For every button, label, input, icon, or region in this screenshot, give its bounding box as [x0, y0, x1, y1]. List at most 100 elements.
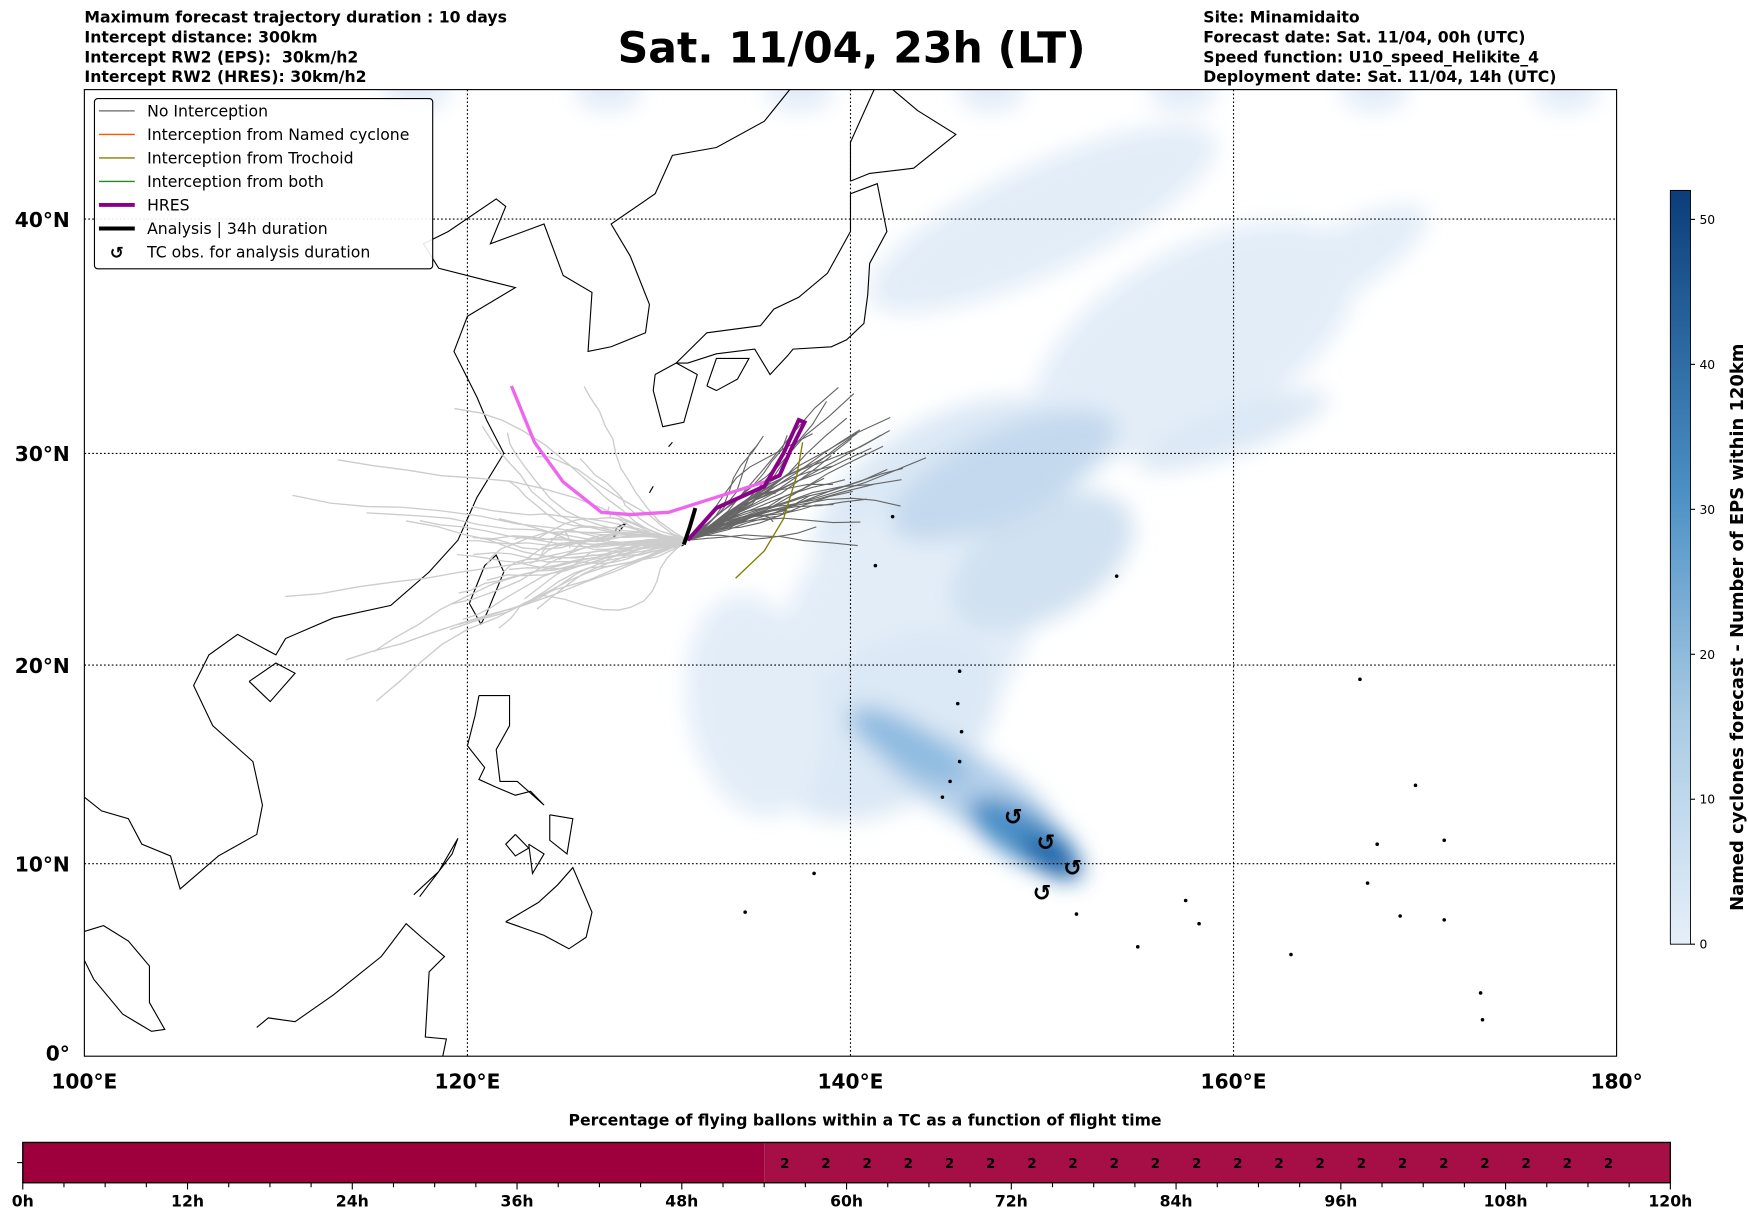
coastline [248, 662, 296, 703]
flight-bar-value: 2 [1357, 1157, 1366, 1172]
island [1365, 881, 1370, 885]
island [812, 871, 816, 876]
island [1289, 952, 1293, 957]
trajectory-light [454, 407, 688, 541]
density-blob [1230, 205, 1428, 332]
flight-bar-tick-label: 12h [171, 1191, 204, 1210]
flight-bar-value: 2 [1151, 1157, 1160, 1172]
flight-bar-value: 2 [1316, 1157, 1325, 1172]
lat-tick-label: 40°N [15, 208, 70, 232]
trajectory-light [579, 458, 688, 541]
coastline [504, 834, 530, 857]
colorbar-label: Named cyclones forecast - Number of EPS … [1727, 344, 1748, 911]
trajectory-light [472, 535, 688, 542]
tc-symbol-icon: ↺ [1036, 830, 1055, 856]
trajectory-light [498, 518, 688, 551]
island [1478, 991, 1483, 995]
flight-bar-value: 2 [945, 1157, 954, 1172]
trajectory-no-interception [687, 457, 927, 541]
trajectory-no-interception [687, 526, 817, 541]
flight-bar-value: 2 [1480, 1157, 1489, 1172]
island [957, 669, 962, 674]
trajectory-light [292, 494, 688, 541]
trajectory-no-interception [687, 534, 858, 547]
coastline [84, 924, 166, 1032]
flight-bar-value: 2 [1192, 1157, 1201, 1172]
tc-symbol-icon: ↺ [110, 243, 124, 263]
trajectory-light [457, 539, 688, 570]
trajectory-no-interception [687, 483, 874, 541]
density-blob [1340, 89, 1408, 112]
coastline [528, 843, 545, 876]
island [1480, 1018, 1485, 1022]
colorbar: 0 10 20 30 40 50 Named cyclones forecast - Nu… [1669, 189, 1748, 952]
hres-trajectory [686, 417, 808, 542]
trajectory-no-interception [687, 497, 901, 541]
tc-symbol-icon: ↺ [1004, 805, 1023, 831]
legend-label: Analysis | 34h duration [147, 219, 328, 238]
coastline [466, 694, 545, 806]
island [743, 910, 747, 914]
trajectory-no-interception [687, 401, 827, 541]
lat-tick-label: 10°N [15, 853, 70, 877]
header-right: Site: Minamidaito Forecast date: Sat. 11… [1203, 7, 1556, 85]
coastline [413, 838, 459, 898]
map-frame [83, 89, 1618, 1057]
trajectory-light [458, 537, 688, 626]
flight-bar-tick-label: 84h [1160, 1191, 1193, 1210]
trajectory-light [458, 539, 688, 594]
density-blob [890, 409, 1117, 542]
map-axis-ticks: 100°E 120°E 140°E 160°E 180° 0° 10°N 20°N 30°N 40… [15, 208, 1643, 1094]
legend-label: Interception from both [147, 172, 324, 191]
flight-bar-tick-label: 0h [12, 1191, 34, 1210]
island [948, 779, 952, 784]
trajectory-no-interception [687, 435, 764, 541]
flight-bar-value: 2 [1068, 1157, 1077, 1172]
flight-bar-value: 2 [1563, 1157, 1572, 1172]
density-blob [685, 594, 824, 817]
tc-symbol-icon: ↺ [1033, 881, 1052, 907]
coastline [84, 89, 791, 890]
lat-tick-label: 20°N [15, 654, 70, 678]
tc-symbol-icon: ↺ [1063, 855, 1082, 881]
lon-tick-label: 120°E [434, 1070, 500, 1094]
tc-observations: ↺ ↺ ↺ ↺ [1004, 805, 1082, 907]
hres-trajectory-pink [509, 385, 765, 517]
trajectory-light [545, 539, 689, 559]
trajectory-light [583, 386, 689, 541]
island [1135, 945, 1140, 949]
trajectory-no-interception [687, 445, 884, 541]
coastline [706, 357, 750, 392]
flight-bar-tick-label: 72h [995, 1191, 1028, 1210]
flight-bar-value: 2 [986, 1157, 995, 1172]
flight-bar-value: 2 [1110, 1157, 1119, 1172]
flight-bar-tick-label: 60h [830, 1191, 863, 1210]
colorbar-tick-label: 10 [1699, 793, 1715, 807]
island [1413, 783, 1418, 788]
trajectory-no-interception [687, 465, 833, 541]
flight-bar-value: 2 [1027, 1157, 1036, 1172]
trajectory-no-interception [687, 417, 848, 541]
coastline [668, 441, 673, 448]
density-blob [574, 89, 642, 112]
trajectory-trochoid-interception [735, 442, 804, 579]
density-blob [1532, 89, 1600, 112]
flight-bar-tick-label: 36h [501, 1191, 534, 1210]
flight-bar-value: 2 [821, 1157, 830, 1172]
density-blob [765, 89, 834, 112]
island [1183, 898, 1188, 903]
lat-tick-label: 30°N [15, 442, 70, 466]
header-trajectory-duration: Maximum forecast trajectory duration : 1… [84, 7, 507, 26]
island [1442, 838, 1447, 843]
header-site: Site: Minamidaito [1203, 7, 1360, 26]
legend-label: Interception from Trochoid [147, 149, 354, 168]
header-forecast-date: Forecast date: Sat. 11/04, 00h (UTC) [1203, 28, 1525, 47]
density-blob [1021, 836, 1082, 880]
lon-tick-label: 100°E [51, 1070, 117, 1094]
map-area: ↺ ↺ ↺ ↺ [84, 89, 1617, 1057]
island [1114, 574, 1119, 578]
legend-label: HRES [147, 196, 190, 215]
legend-label: TC obs. for analysis duration [146, 243, 370, 262]
island [940, 795, 945, 799]
